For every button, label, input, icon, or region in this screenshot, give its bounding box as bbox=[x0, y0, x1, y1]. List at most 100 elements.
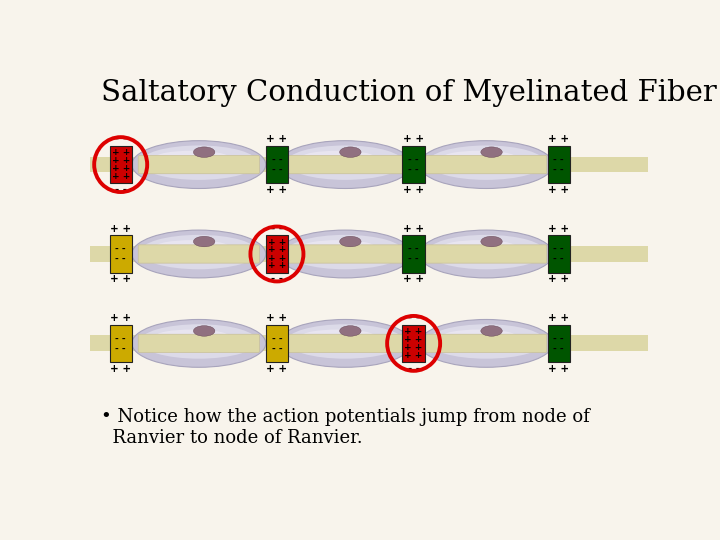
Text: + +: + + bbox=[110, 364, 131, 374]
Text: - -: - - bbox=[554, 254, 564, 264]
Text: - -: - - bbox=[271, 224, 283, 234]
Ellipse shape bbox=[302, 240, 375, 253]
Text: + +: + + bbox=[266, 185, 287, 195]
Ellipse shape bbox=[140, 145, 258, 180]
Ellipse shape bbox=[156, 240, 229, 253]
Ellipse shape bbox=[156, 151, 229, 164]
Text: + +: + + bbox=[266, 313, 287, 323]
Text: + +: + + bbox=[110, 224, 131, 234]
Ellipse shape bbox=[340, 147, 361, 158]
Ellipse shape bbox=[427, 324, 545, 359]
Text: - -: - - bbox=[554, 245, 564, 253]
Ellipse shape bbox=[419, 320, 553, 367]
Text: + +: + + bbox=[405, 335, 423, 344]
FancyBboxPatch shape bbox=[426, 245, 546, 263]
Ellipse shape bbox=[286, 145, 404, 180]
Ellipse shape bbox=[278, 141, 412, 188]
Bar bbox=[109, 325, 132, 362]
Bar bbox=[547, 235, 570, 273]
Bar bbox=[402, 325, 425, 362]
Ellipse shape bbox=[194, 147, 215, 158]
Text: + +: + + bbox=[403, 185, 424, 195]
Ellipse shape bbox=[481, 326, 503, 336]
Bar bbox=[90, 157, 648, 172]
Ellipse shape bbox=[427, 235, 545, 269]
Text: + +: + + bbox=[548, 313, 570, 323]
Ellipse shape bbox=[194, 237, 215, 247]
Ellipse shape bbox=[286, 324, 404, 359]
FancyBboxPatch shape bbox=[426, 334, 546, 353]
Ellipse shape bbox=[132, 141, 266, 188]
Bar bbox=[547, 146, 570, 183]
Ellipse shape bbox=[427, 145, 545, 180]
Text: - -: - - bbox=[115, 245, 126, 253]
Ellipse shape bbox=[340, 237, 361, 247]
Text: + +: + + bbox=[548, 185, 570, 195]
FancyBboxPatch shape bbox=[138, 156, 259, 174]
Text: + +: + + bbox=[268, 238, 286, 247]
Text: - -: - - bbox=[115, 344, 126, 353]
Bar bbox=[109, 146, 132, 183]
Text: + +: + + bbox=[112, 164, 130, 173]
Ellipse shape bbox=[481, 147, 503, 158]
Text: - -: - - bbox=[271, 334, 282, 343]
Text: - -: - - bbox=[408, 313, 420, 323]
Text: + +: + + bbox=[548, 364, 570, 374]
Ellipse shape bbox=[340, 326, 361, 336]
Bar bbox=[90, 335, 648, 352]
Text: - -: - - bbox=[408, 254, 419, 264]
Text: - -: - - bbox=[115, 334, 126, 343]
Text: - -: - - bbox=[114, 185, 127, 195]
Ellipse shape bbox=[419, 230, 553, 278]
FancyBboxPatch shape bbox=[138, 245, 259, 263]
Text: - -: - - bbox=[554, 155, 564, 164]
Text: + +: + + bbox=[112, 148, 130, 158]
Text: - -: - - bbox=[271, 155, 282, 164]
Text: - -: - - bbox=[271, 274, 283, 285]
Ellipse shape bbox=[443, 329, 516, 343]
Ellipse shape bbox=[156, 329, 229, 343]
Text: + +: + + bbox=[548, 224, 570, 234]
Text: + +: + + bbox=[405, 327, 423, 336]
Bar bbox=[266, 325, 288, 362]
Text: + +: + + bbox=[403, 224, 424, 234]
Ellipse shape bbox=[132, 320, 266, 367]
Bar bbox=[402, 235, 425, 273]
Text: - -: - - bbox=[408, 155, 419, 164]
FancyBboxPatch shape bbox=[284, 156, 405, 174]
Ellipse shape bbox=[286, 235, 404, 269]
Text: • Notice how the action potentials jump from node of
  Ranvier to node of Ranvie: • Notice how the action potentials jump … bbox=[101, 408, 590, 447]
Text: + +: + + bbox=[112, 172, 130, 181]
FancyBboxPatch shape bbox=[284, 245, 405, 263]
Text: - -: - - bbox=[408, 165, 419, 174]
Text: - -: - - bbox=[408, 364, 420, 374]
Text: + +: + + bbox=[266, 134, 287, 144]
Text: + +: + + bbox=[405, 350, 423, 360]
Text: + +: + + bbox=[110, 313, 131, 323]
Text: + +: + + bbox=[403, 274, 424, 285]
Bar bbox=[402, 146, 425, 183]
Text: + +: + + bbox=[110, 274, 131, 285]
Text: + +: + + bbox=[548, 134, 570, 144]
Bar bbox=[109, 235, 132, 273]
Text: + +: + + bbox=[268, 245, 286, 254]
Ellipse shape bbox=[481, 237, 503, 247]
Text: + +: + + bbox=[266, 364, 287, 374]
FancyBboxPatch shape bbox=[426, 156, 546, 174]
Ellipse shape bbox=[194, 326, 215, 336]
Text: - -: - - bbox=[271, 165, 282, 174]
Text: - -: - - bbox=[114, 134, 127, 144]
Text: - -: - - bbox=[554, 344, 564, 353]
Bar bbox=[266, 146, 288, 183]
Ellipse shape bbox=[302, 151, 375, 164]
Ellipse shape bbox=[278, 230, 412, 278]
Text: + +: + + bbox=[112, 156, 130, 165]
Text: + +: + + bbox=[268, 254, 286, 262]
Text: + +: + + bbox=[268, 261, 286, 270]
FancyBboxPatch shape bbox=[138, 334, 259, 353]
Ellipse shape bbox=[140, 235, 258, 269]
FancyBboxPatch shape bbox=[284, 334, 405, 353]
Ellipse shape bbox=[278, 320, 412, 367]
Text: - -: - - bbox=[554, 165, 564, 174]
Text: + +: + + bbox=[403, 134, 424, 144]
